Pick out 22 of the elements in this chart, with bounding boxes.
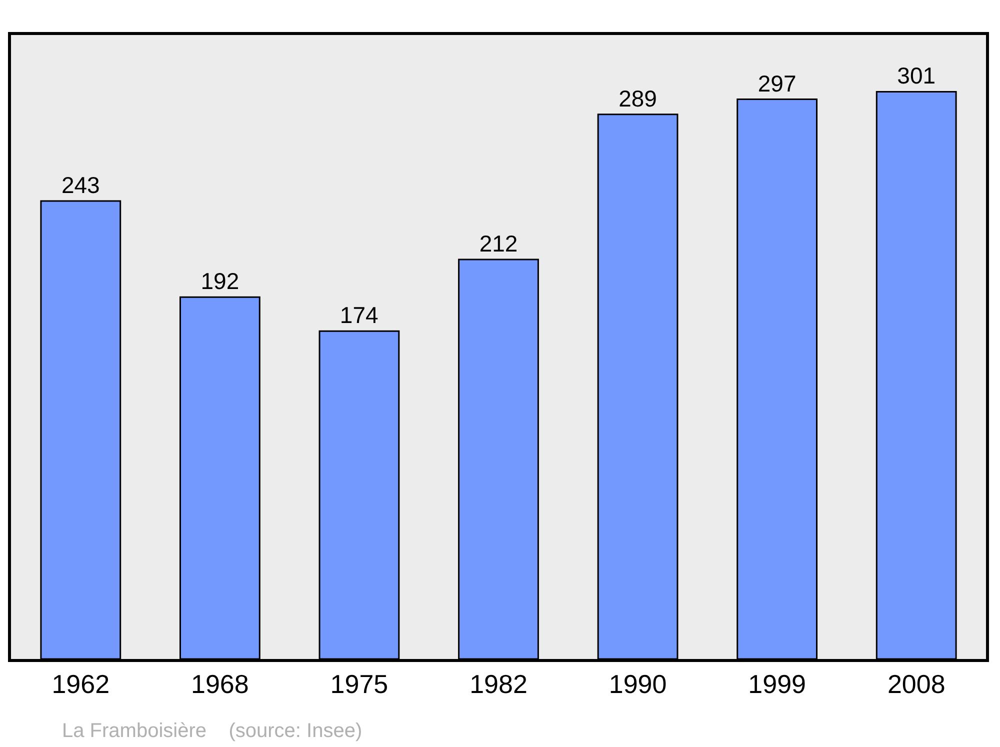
bar xyxy=(179,296,260,659)
x-tick-label: 1990 xyxy=(608,669,667,700)
x-tick-label: 2008 xyxy=(887,669,946,700)
data-label: 174 xyxy=(340,302,379,328)
bar xyxy=(40,200,122,659)
x-tick-label: 1975 xyxy=(330,669,388,700)
x-tick-label: 1999 xyxy=(748,669,806,700)
data-label: 289 xyxy=(618,85,657,112)
data-label: 192 xyxy=(200,268,240,294)
text: La Framboisière (source: Insee) xyxy=(62,720,362,742)
data-label: 297 xyxy=(758,70,796,96)
bar xyxy=(876,90,957,659)
data-label: 243 xyxy=(61,172,100,198)
bar xyxy=(318,330,400,659)
x-tick-label: 1968 xyxy=(191,669,249,700)
x-tick-label: 1982 xyxy=(470,669,528,700)
x-tick-label: 1962 xyxy=(52,669,110,700)
bar xyxy=(458,258,539,659)
data-label: 212 xyxy=(479,230,518,256)
bar xyxy=(597,114,678,659)
bar xyxy=(736,98,818,659)
data-label: 301 xyxy=(897,62,936,89)
